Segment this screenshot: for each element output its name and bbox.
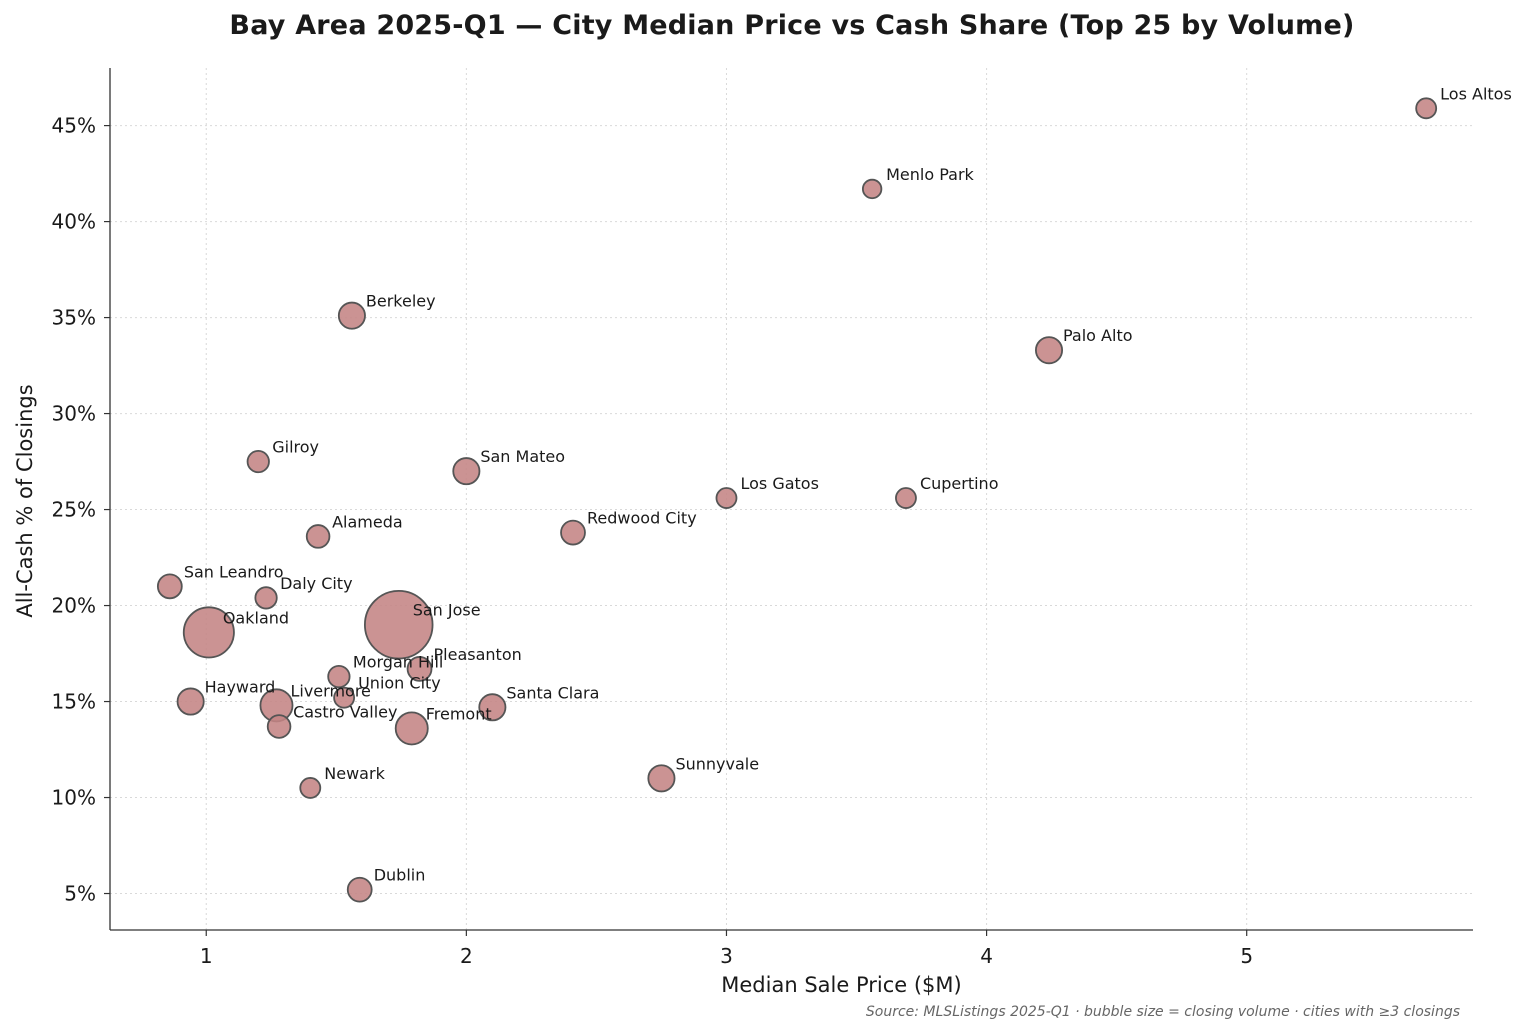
- bubble-point: [452, 457, 481, 486]
- y-tick-label: 30%: [52, 402, 96, 426]
- point-label: San Jose: [413, 601, 481, 620]
- bubble-point: [394, 711, 429, 746]
- bubble-point: [715, 487, 738, 509]
- x-tick-label: 2: [460, 944, 473, 968]
- point-label: Los Gatos: [740, 474, 818, 493]
- bubble-point: [346, 876, 373, 903]
- bubble-point: [895, 487, 917, 509]
- point-label: Alameda: [332, 512, 403, 531]
- bubble-point: [299, 777, 322, 799]
- point-label: Berkeley: [366, 292, 436, 311]
- grid-lines: [110, 68, 1473, 930]
- bubble-point: [406, 656, 433, 682]
- x-axis-label: Median Sale Price ($M): [721, 973, 961, 997]
- y-tick-label: 10%: [52, 786, 96, 810]
- point-label: Hayward: [205, 678, 276, 697]
- source-note: Source: MLSListings 2025-Q1 · bubble siz…: [865, 1004, 1460, 1020]
- y-tick-label: 25%: [52, 498, 96, 522]
- y-axis-label: All-Cash % of Closings: [13, 384, 37, 617]
- bubble-point: [305, 524, 331, 549]
- bubble-point: [266, 714, 292, 739]
- y-tick-label: 45%: [52, 114, 96, 138]
- bubble-point: [1415, 97, 1438, 120]
- point-label: Gilroy: [272, 438, 319, 457]
- bubble-point: [333, 686, 356, 709]
- point-label: San Mateo: [480, 447, 565, 466]
- bubble-point: [182, 606, 235, 659]
- bubble-point: [478, 693, 507, 722]
- point-label: Dublin: [374, 866, 426, 885]
- x-tick-label: 3: [720, 944, 733, 968]
- bubble-point: [156, 573, 183, 600]
- x-tick-label: 1: [200, 944, 213, 968]
- bubble-point: [337, 301, 366, 330]
- bubble-point: [647, 764, 676, 793]
- x-tick-label: 5: [1240, 944, 1253, 968]
- y-tick-label: 20%: [52, 594, 96, 618]
- point-label: Cupertino: [920, 474, 999, 493]
- point-label: San Leandro: [184, 562, 284, 581]
- point-labels: Los Altos Menlo Park Berkeley Palo Alto Gilr…: [184, 84, 1512, 884]
- y-tick-label: 15%: [52, 690, 96, 714]
- chart-title: Bay Area 2025-Q1 — City Median Price vs …: [229, 10, 1355, 41]
- point-label: Fremont: [426, 704, 492, 723]
- bubble-point: [254, 586, 278, 610]
- y-tick-label: 40%: [52, 210, 96, 234]
- point-label: Los Altos: [1440, 84, 1512, 103]
- point-label: Oakland: [223, 608, 289, 627]
- y-tick-label: 5%: [64, 882, 96, 906]
- x-tick-label: 4: [980, 944, 993, 968]
- axes: 1 2 3 4 5 5% 10% 15% 20% 25% 30% 35% 40% 45% Median Sa…: [13, 68, 1473, 997]
- bubble-point: [363, 590, 434, 660]
- point-label: Morgan Hill: [353, 653, 443, 672]
- point-label: Menlo Park: [886, 165, 974, 184]
- point-label: Redwood City: [587, 509, 697, 528]
- point-label: Santa Clara: [506, 683, 599, 702]
- point-label: Livermore: [290, 681, 370, 700]
- point-label: Daly City: [280, 574, 352, 593]
- bubbles: [156, 97, 1438, 903]
- bubble-point: [327, 664, 351, 689]
- point-label: Union City: [358, 674, 441, 693]
- point-label: Palo Alto: [1063, 326, 1133, 345]
- y-tick-label: 35%: [52, 306, 96, 330]
- point-label: Castro Valley: [293, 702, 397, 721]
- point-label: Newark: [324, 764, 385, 783]
- bubble-point: [176, 687, 205, 716]
- bubble-point: [861, 178, 883, 200]
- point-label: Sunnyvale: [675, 754, 759, 773]
- bubble-point: [560, 519, 586, 546]
- bubble-point: [1035, 336, 1064, 365]
- bubble-point: [246, 449, 270, 474]
- point-label: Pleasanton: [434, 645, 522, 664]
